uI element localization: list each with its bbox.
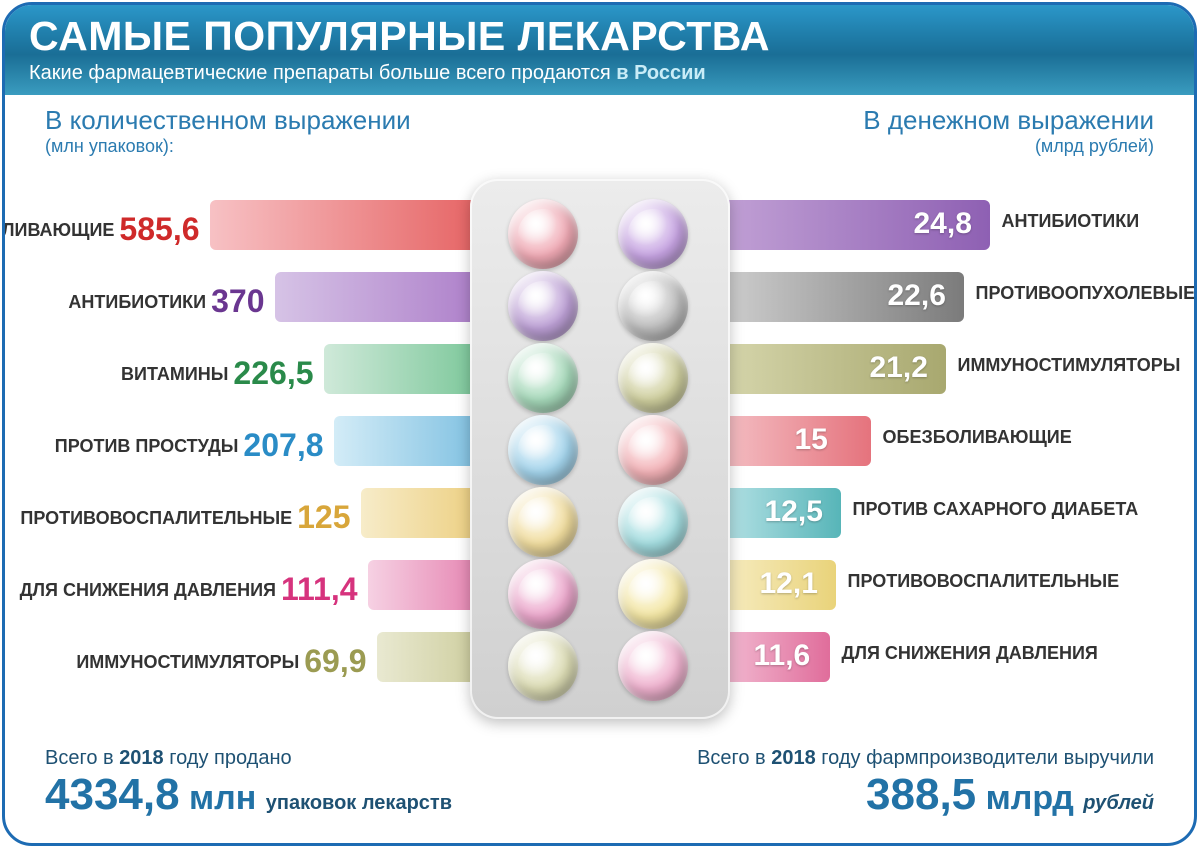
totals-left-tail: упаковок лекарств <box>266 792 452 814</box>
content: В количественном выражении (млн упаковок… <box>5 95 1194 838</box>
totals-right-year: 2018 <box>771 747 816 769</box>
totals-left-big: 4334,8 <box>45 770 180 820</box>
left-column-sub: (млн упаковок): <box>45 136 411 157</box>
pill-icon <box>618 271 688 341</box>
label-left: ВИТАМИНЫ 226,5 <box>121 355 313 392</box>
totals-left: Всего в 2018 году продано 4334,8 млн упа… <box>45 747 452 820</box>
label-left: АНТИБИОТИКИ 370 <box>68 283 264 320</box>
totals-left-year: 2018 <box>119 747 164 769</box>
left-column-header: В количественном выражении (млн упаковок… <box>45 105 411 157</box>
pill-icon <box>508 271 578 341</box>
totals-left-mid: млн <box>180 779 266 817</box>
value-right: 12,1 <box>760 567 818 601</box>
right-column-header: В денежном выражении (млрд рублей) <box>863 105 1154 157</box>
pill-blister-illustration <box>470 179 730 719</box>
label-left: ПРОТИВ ПРОСТУДЫ 207,8 <box>55 427 324 464</box>
totals-right-b: году фармпроизводители выручили <box>816 747 1154 769</box>
pill-icon <box>508 631 578 701</box>
totals-left-b: году продано <box>164 747 292 769</box>
value-right: 21,2 <box>870 351 928 385</box>
totals-right: Всего в 2018 году фармпроизводители выру… <box>697 747 1154 820</box>
bar-left <box>210 200 510 250</box>
pill-icon <box>508 199 578 269</box>
pill-icon <box>508 487 578 557</box>
value-right: 22,6 <box>888 279 946 313</box>
label-left: ИММУНОСТИМУЛЯТОРЫ 69,9 <box>76 643 366 680</box>
totals-right-big: 388,5 <box>866 770 976 820</box>
right-column-sub: (млрд рублей) <box>863 136 1154 157</box>
pill-icon <box>508 415 578 485</box>
value-right: 24,8 <box>914 207 972 241</box>
pill-icon <box>618 631 688 701</box>
pill-icon <box>618 199 688 269</box>
label-right: ПРОТИВ САХАРНОГО ДИАБЕТА <box>853 499 1139 520</box>
totals-right-tail: рублей <box>1083 792 1154 814</box>
subtitle-b: в России <box>616 62 705 84</box>
label-right: ОБЕЗБОЛИВАЮЩИЕ <box>883 427 1072 448</box>
pill-icon <box>508 559 578 629</box>
header: САМЫЕ ПОПУЛЯРНЫЕ ЛЕКАРСТВА Какие фармаце… <box>5 5 1194 95</box>
label-left: ПРОТИВОВОСПАЛИТЕЛЬНЫЕ 125 <box>20 499 350 536</box>
pill-icon <box>618 415 688 485</box>
pill-icon <box>508 343 578 413</box>
main-title: САМЫЕ ПОПУЛЯРНЫЕ ЛЕКАРСТВА <box>29 13 1170 60</box>
infographic-frame: САМЫЕ ПОПУЛЯРНЫЕ ЛЕКАРСТВА Какие фармаце… <box>2 2 1197 846</box>
label-right: ПРОТИВОВОСПАЛИТЕЛЬНЫЕ <box>848 571 1120 592</box>
pill-icon <box>618 559 688 629</box>
totals-right-mid: млрд <box>976 779 1083 817</box>
label-right: АНТИБИОТИКИ <box>1002 211 1140 232</box>
value-right: 12,5 <box>765 495 823 529</box>
value-right: 15 <box>795 423 828 457</box>
label-right: ПРОТИВООПУХОЛЕВЫЕ <box>976 283 1196 304</box>
label-right: ИММУНОСТИМУЛЯТОРЫ <box>958 355 1181 376</box>
left-column-title: В количественном выражении <box>45 105 411 136</box>
totals-left-a: Всего в <box>45 747 119 769</box>
totals-right-a: Всего в <box>697 747 771 769</box>
right-column-title: В денежном выражении <box>863 105 1154 136</box>
subtitle-a: Какие фармацевтические препараты больше … <box>29 62 616 84</box>
value-right: 11,6 <box>754 639 811 673</box>
pill-icon <box>618 343 688 413</box>
subtitle: Какие фармацевтические препараты больше … <box>29 62 1170 85</box>
label-left: ОБЕЗБОЛИВАЮЩИЕ 585,6 <box>2 211 200 248</box>
pill-icon <box>618 487 688 557</box>
label-left: ДЛЯ СНИЖЕНИЯ ДАВЛЕНИЯ 111,4 <box>20 571 358 608</box>
label-right: ДЛЯ СНИЖЕНИЯ ДАВЛЕНИЯ <box>842 643 1098 664</box>
